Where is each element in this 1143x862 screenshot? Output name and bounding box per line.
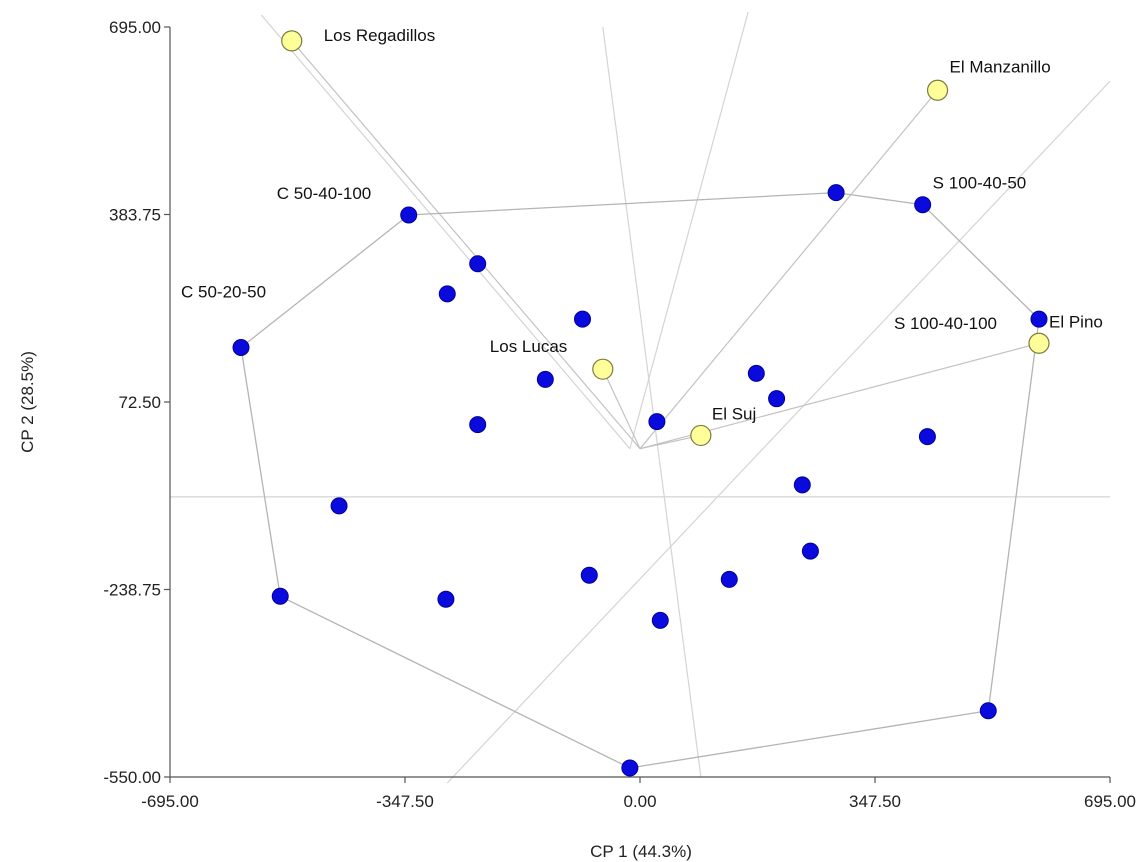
point-labels: C 50-20-50 C 50-40-100 S 100-40-50 S 100-40… bbox=[181, 26, 1103, 424]
treatment-point-18 bbox=[768, 390, 786, 408]
treatment-point-6 bbox=[469, 416, 487, 434]
reference-line-4 bbox=[629, 11, 749, 449]
loading-vector-0 bbox=[291, 40, 641, 450]
y-tick-label-1: -238.75 bbox=[103, 581, 161, 600]
site-point-0 bbox=[281, 30, 303, 52]
treatment-point-22 bbox=[1030, 310, 1048, 328]
reference-line-1 bbox=[602, 26, 702, 778]
treatment-label-21: S 100-40-50 bbox=[933, 174, 1027, 193]
x-tick-label-3: 347.50 bbox=[849, 792, 901, 811]
x-tick-label-0: -695.00 bbox=[141, 792, 199, 811]
site-point-2 bbox=[592, 358, 614, 380]
site-label-1: El Manzanillo bbox=[950, 57, 1051, 76]
treatment-point-4 bbox=[574, 310, 592, 328]
treatment-point-7 bbox=[330, 497, 348, 515]
treatment-point-5 bbox=[536, 370, 554, 388]
treatment-point-10 bbox=[580, 566, 598, 584]
treatment-point-3 bbox=[438, 285, 456, 303]
loading-vectors bbox=[291, 40, 1040, 450]
x-tick-label-4: 695.00 bbox=[1084, 792, 1136, 811]
x-axis-title: CP 1 (44.3%) bbox=[590, 842, 692, 861]
x-tick-label-2: 0.00 bbox=[623, 792, 656, 811]
treatment-point-0 bbox=[232, 338, 250, 356]
treatment-point-21 bbox=[914, 196, 932, 214]
treatment-point-12 bbox=[621, 759, 639, 777]
site-label-0: Los Regadillos bbox=[324, 26, 436, 45]
reference-line-3 bbox=[446, 80, 1111, 784]
treatment-point-2 bbox=[469, 255, 487, 273]
y-tick-label-2: 72.50 bbox=[118, 393, 161, 412]
y-tick-label-4: 695.00 bbox=[109, 18, 161, 37]
treatment-point-8 bbox=[271, 587, 289, 605]
treatment-point-19 bbox=[648, 413, 666, 431]
y-tick-label-0: -550.00 bbox=[103, 768, 161, 787]
site-label-3: El Suj bbox=[712, 404, 756, 423]
site-label-2: Los Lucas bbox=[490, 337, 568, 356]
treatment-point-11 bbox=[651, 611, 669, 629]
x-tick-label-1: -347.50 bbox=[376, 792, 434, 811]
treatment-point-13 bbox=[720, 570, 738, 588]
treatment-label-22: S 100-40-100 bbox=[894, 314, 997, 333]
site-point-4 bbox=[1028, 332, 1050, 354]
treatment-point-23 bbox=[979, 702, 997, 720]
treatment-label-1: C 50-40-100 bbox=[277, 184, 372, 203]
convex-hull bbox=[240, 192, 1040, 769]
reference-line-2 bbox=[260, 14, 631, 450]
treatment-point-20 bbox=[827, 184, 845, 202]
treatment-point-14 bbox=[801, 542, 819, 560]
axes: -695.00 -347.50 0.00 347.50 695.00 -550.00 -23… bbox=[103, 18, 1136, 811]
hull-polygon bbox=[240, 192, 1040, 769]
treatment-point-1 bbox=[400, 206, 418, 224]
treatment-point-15 bbox=[793, 476, 811, 494]
treatment-point-9 bbox=[437, 590, 455, 608]
loading-vector-1 bbox=[639, 89, 939, 450]
treatment-points bbox=[232, 184, 1048, 777]
site-point-3 bbox=[690, 424, 712, 447]
treatment-label-0: C 50-20-50 bbox=[181, 282, 266, 301]
treatment-point-16 bbox=[918, 428, 936, 446]
reference-lines bbox=[170, 11, 1111, 784]
site-label-4: El Pino bbox=[1049, 312, 1103, 331]
site-points bbox=[281, 30, 1050, 447]
treatment-point-17 bbox=[747, 364, 765, 382]
site-point-1 bbox=[926, 79, 949, 101]
y-tick-label-3: 383.75 bbox=[109, 206, 161, 225]
y-axis-title: CP 2 (28.5%) bbox=[18, 351, 37, 453]
loading-vector-2 bbox=[602, 368, 641, 449]
